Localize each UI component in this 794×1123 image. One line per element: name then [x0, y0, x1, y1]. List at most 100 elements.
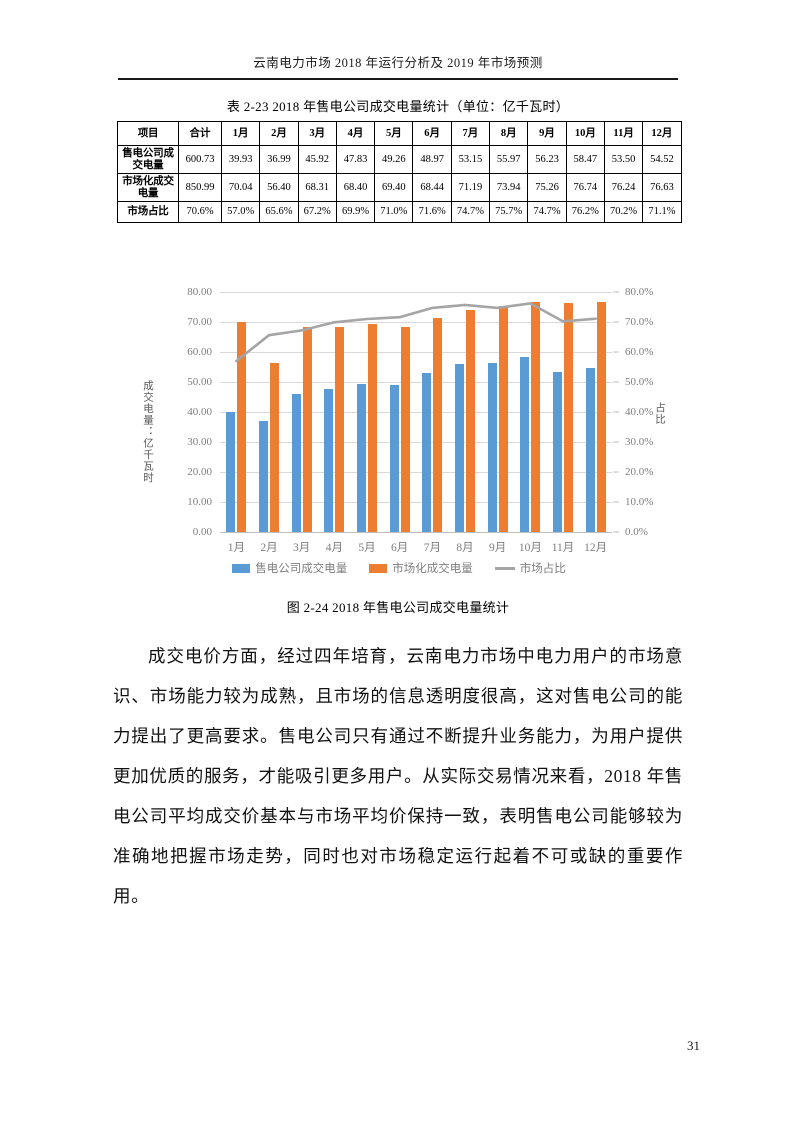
table-cell: 48.97 — [412, 145, 452, 174]
table-cell: 58.47 — [565, 145, 605, 174]
table-cell: 850.99 — [178, 173, 222, 202]
y2-axis-tick-mark — [613, 441, 619, 443]
table-cell: 71.19 — [450, 173, 491, 202]
y2-axis-tick-label: 70.0% — [625, 316, 654, 328]
table-cell: 70.2% — [603, 201, 644, 223]
table-cell: 54.52 — [642, 145, 682, 174]
table-row: 市场化成交电量 850.99 70.04 56.40 68.31 68.40 6… — [117, 173, 682, 202]
x-axis-tick-label: 1月 — [227, 542, 245, 554]
y-axis-tick-label: 30.00 — [187, 436, 212, 448]
chart-bar-market-volume — [400, 326, 410, 532]
sales-company-volume-table: 项目 合计 1月 2月 3月 4月 5月 6月 7月 8月 9月 10月 11月… — [117, 121, 682, 223]
row-label: 市场化成交电量 — [117, 173, 179, 202]
table-cell: 600.73 — [178, 145, 222, 174]
table-row: 市场占比 70.6% 57.0% 65.6% 67.2% 69.9% 71.0%… — [117, 201, 682, 223]
y2-axis-tick-label: 60.0% — [625, 346, 654, 358]
table-cell: 67.2% — [297, 201, 337, 223]
chart-bar-sales-volume — [259, 421, 268, 532]
y2-axis-tick-mark — [613, 351, 619, 353]
y2-axis-tick-mark — [613, 501, 619, 503]
chart-bar-market-volume — [531, 301, 541, 532]
chart-gridline — [220, 352, 612, 353]
y-axis-tick-label: 10.00 — [187, 496, 212, 508]
chart-plot-area: 80.00 80.0% 70.00 70.0% 60.00 60.0% 50.00 50.0%… — [187, 286, 653, 554]
table-cell: 68.31 — [297, 173, 337, 202]
y2-axis-title: 占比 — [654, 402, 665, 425]
chart-bar-market-volume — [368, 323, 377, 532]
legend-swatch-orange-icon — [369, 563, 388, 573]
table-cell: 76.74 — [565, 173, 605, 202]
table-cell: 70.6% — [178, 201, 222, 223]
chart-bar-market-volume — [433, 318, 443, 532]
y2-axis-tick-mark — [613, 381, 619, 383]
column-header: 项目 — [117, 121, 179, 146]
y2-axis-tick-mark — [613, 531, 619, 533]
y2-axis-tick-label: 20.0% — [625, 466, 654, 478]
chart-bar-sales-volume — [389, 385, 399, 532]
chart-bar-sales-volume — [553, 371, 562, 532]
chart-line-market-share — [235, 302, 597, 363]
chart-bar-sales-volume — [520, 356, 530, 532]
chart-line-path — [235, 302, 597, 363]
x-axis-tick-label: 6月 — [391, 542, 409, 554]
chart-bar-market-volume — [596, 302, 606, 532]
column-header: 4月 — [335, 121, 376, 146]
chart-gridline — [220, 442, 612, 443]
chart-bar-sales-volume — [455, 364, 464, 532]
table-cell: 73.94 — [489, 173, 529, 202]
chart-gridline — [220, 382, 612, 383]
y2-axis-tick-label: 80.0% — [625, 286, 654, 298]
table-cell: 56.23 — [527, 145, 567, 174]
table-cell: 49.26 — [374, 145, 414, 174]
y2-axis-tick-mark — [613, 411, 619, 413]
legend-item-market-share: 市场占比 — [494, 560, 566, 576]
chart-bar-sales-volume — [324, 388, 334, 532]
chart-bar-market-volume — [466, 310, 475, 532]
body-paragraph: 成交电价方面，经过四年培育，云南电力市场中电力用户的市场意识、市场能力较为成熟，… — [113, 646, 683, 906]
table-header-row: 项目 合计 1月 2月 3月 4月 5月 6月 7月 8月 9月 10月 11月… — [117, 121, 682, 146]
column-header: 11月 — [603, 121, 644, 146]
x-axis-tick-label: 11月 — [551, 542, 575, 554]
y2-axis-tick-mark — [613, 471, 619, 473]
chart-bar-sales-volume — [585, 368, 595, 532]
column-header: 9月 — [527, 121, 567, 146]
table-cell: 39.93 — [220, 145, 261, 174]
x-axis-tick-label: 9月 — [489, 542, 507, 554]
column-header: 3月 — [297, 121, 337, 146]
chart-bar-market-volume — [335, 326, 345, 532]
table-cell: 71.1% — [642, 201, 682, 223]
table-cell: 76.2% — [565, 201, 605, 223]
table-caption: 表 2-23 2018 年售电公司成交电量统计（单位：亿千瓦时） — [226, 99, 570, 114]
table-cell: 75.26 — [527, 173, 567, 202]
table-cell: 69.9% — [335, 201, 376, 223]
row-label: 售电公司成交电量 — [117, 145, 179, 174]
table-cell: 53.50 — [603, 145, 644, 174]
table-cell: 70.04 — [220, 173, 261, 202]
chart-gridline — [220, 472, 612, 473]
header-divider — [118, 78, 678, 80]
x-axis-tick-label: 8月 — [456, 542, 474, 554]
chart-bar-sales-volume — [226, 412, 236, 532]
y-axis-tick-label: 20.00 — [187, 466, 212, 478]
x-axis-tick-label: 4月 — [325, 542, 343, 554]
chart-bar-market-volume — [237, 321, 247, 532]
table-cell: 68.44 — [412, 173, 452, 202]
column-header: 合计 — [178, 121, 222, 146]
table-cell: 55.97 — [489, 145, 529, 174]
x-axis-tick-label: 10月 — [518, 542, 542, 554]
legend-item-sales-volume: 售电公司成交电量 — [232, 560, 347, 576]
y2-axis-tick-label: 50.0% — [625, 376, 654, 388]
y-axis-tick-label: 60.00 — [187, 346, 212, 358]
chart-gridline — [220, 532, 612, 533]
legend-swatch-line-icon — [494, 566, 515, 570]
legend-label: 市场化成交电量 — [392, 563, 473, 575]
y2-axis-tick-label: 40.0% — [625, 406, 654, 418]
column-header: 1月 — [220, 121, 261, 146]
y-axis-tick-label: 50.00 — [187, 376, 212, 388]
y2-axis-tick-mark — [613, 321, 619, 323]
x-axis-tick-label: 5月 — [358, 542, 376, 554]
y-axis-tick-label: 0.00 — [192, 526, 212, 538]
column-header: 5月 — [374, 121, 414, 146]
table-cell: 47.83 — [335, 145, 376, 174]
